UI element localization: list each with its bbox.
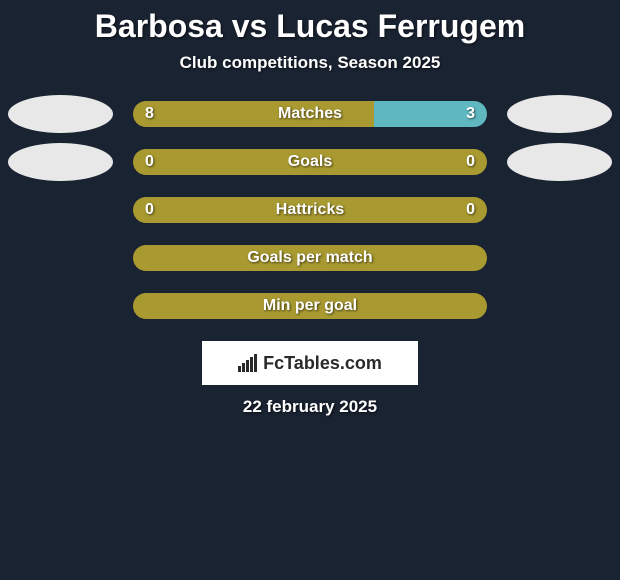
player-left-avatar <box>8 95 113 133</box>
logo-text: FcTables.com <box>263 353 382 374</box>
stat-value-right: 3 <box>466 105 475 123</box>
stat-row: Goals per match <box>0 245 620 271</box>
comparison-card: Barbosa vs Lucas Ferrugem Club competiti… <box>0 0 620 417</box>
stat-value-left: 0 <box>145 153 154 171</box>
stat-value-left: 8 <box>145 105 154 123</box>
stat-rows: 8 3 Matches 0 0 Goals 0 0 Hattricks Goals per mat… <box>0 101 620 319</box>
stat-bar: Goals per match <box>133 245 487 271</box>
stat-label: Goals <box>288 153 332 171</box>
stat-value-right: 0 <box>466 153 475 171</box>
player-right-avatar <box>507 143 612 181</box>
stat-label: Hattricks <box>276 201 344 219</box>
stat-bar: Min per goal <box>133 293 487 319</box>
stat-row: 0 0 Goals <box>0 149 620 175</box>
player-left-avatar <box>8 143 113 181</box>
date-text: 22 february 2025 <box>0 397 620 417</box>
source-logo: FcTables.com <box>202 341 418 385</box>
stat-label: Min per goal <box>263 297 357 315</box>
stat-row: 8 3 Matches <box>0 101 620 127</box>
stat-label: Goals per match <box>247 249 372 267</box>
bar-chart-icon <box>238 354 257 372</box>
stat-value-right: 0 <box>466 201 475 219</box>
stat-value-left: 0 <box>145 201 154 219</box>
stat-bar: 8 3 Matches <box>133 101 487 127</box>
stat-bar: 0 0 Goals <box>133 149 487 175</box>
player-right-avatar <box>507 95 612 133</box>
stat-bar: 0 0 Hattricks <box>133 197 487 223</box>
stat-row: 0 0 Hattricks <box>0 197 620 223</box>
stat-row: Min per goal <box>0 293 620 319</box>
page-title: Barbosa vs Lucas Ferrugem <box>0 8 620 45</box>
subtitle: Club competitions, Season 2025 <box>0 53 620 73</box>
stat-label: Matches <box>278 105 342 123</box>
